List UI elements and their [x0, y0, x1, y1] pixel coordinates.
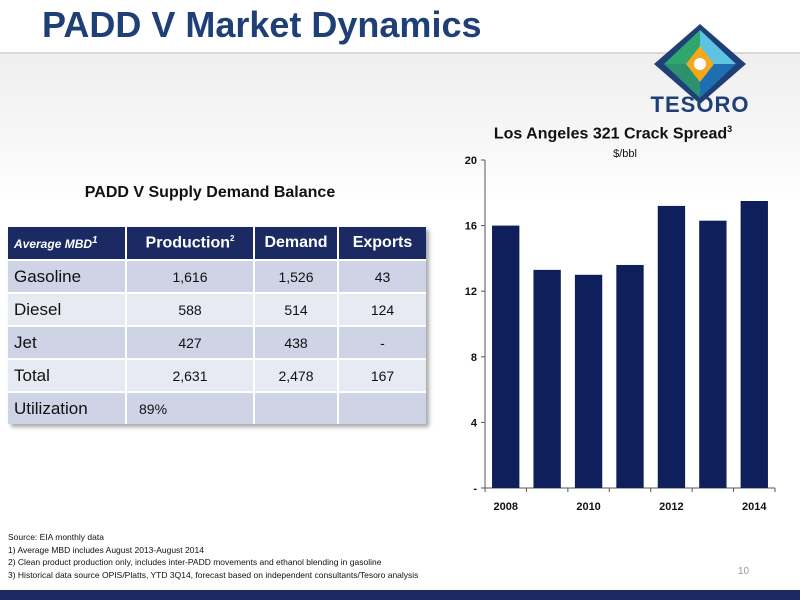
- footnote-source: Source: EIA monthly data: [8, 532, 104, 542]
- y-tick-label: 4: [471, 417, 478, 429]
- supply-demand-table: Average MBD1 Production2 Demand Exports …: [8, 227, 426, 424]
- bar-2009: [533, 269, 561, 488]
- y-tick-label: 16: [465, 221, 477, 233]
- header-demand: Demand: [254, 227, 339, 260]
- x-tick-label: 2010: [576, 501, 600, 513]
- utilization-cell: 89%: [126, 391, 255, 424]
- logo-wordmark: TESORO: [650, 92, 750, 117]
- row-label: Diesel: [8, 292, 127, 326]
- header-exports: Exports: [338, 227, 426, 260]
- background-band: [0, 54, 800, 204]
- table-header-row: Average MBD1 Production2 Demand Exports: [8, 227, 426, 260]
- table-row: Total 2,631 2,478 167: [8, 358, 426, 392]
- title-divider: [0, 52, 800, 54]
- footnote-1: 1) Average MBD includes August 2013-Augu…: [8, 544, 204, 555]
- production-cell: 427: [126, 325, 255, 359]
- demand-cell: 514: [254, 292, 339, 326]
- demand-cell: 1,526: [254, 259, 339, 293]
- page-number: 10: [738, 566, 750, 577]
- crack-spread-bar-chart: - 4 8 12 16 20 2008 2010 2012 2014: [465, 155, 776, 513]
- bar-2013: [699, 220, 727, 488]
- footnotes: Source: EIA monthly data 1) Average MBD …: [8, 531, 418, 581]
- bar-2011: [616, 264, 644, 488]
- footnote-2: 2) Clean product production only, includ…: [8, 557, 382, 567]
- y-tick-label: 8: [471, 352, 477, 364]
- y-tick-label: 12: [465, 286, 477, 298]
- slide-title: PADD V Market Dynamics: [42, 4, 482, 45]
- table-row: Gasoline 1,616 1,526 43: [8, 259, 426, 293]
- row-label: Total: [8, 358, 127, 392]
- bar-2014: [740, 201, 768, 488]
- table-row: Utilization 89%: [8, 391, 426, 424]
- footnote-3: 3) Historical data source OPIS/Platts, Y…: [8, 569, 419, 580]
- demand-cell: 2,478: [254, 358, 339, 392]
- x-tick-label: 2014: [742, 501, 767, 513]
- bar-2012: [657, 205, 686, 489]
- tesoro-logo-icon: [654, 24, 746, 104]
- exports-cell: -: [338, 325, 426, 359]
- row-label: Utilization: [8, 391, 127, 424]
- exports-cell: 124: [338, 292, 426, 326]
- x-tick-label: 2008: [493, 501, 517, 513]
- exports-cell: 43: [338, 259, 426, 293]
- x-tick-label: 2012: [659, 501, 683, 513]
- production-cell: 2,631: [126, 358, 255, 392]
- table-row: Jet 427 438 -: [8, 325, 426, 359]
- exports-cell: [338, 391, 426, 424]
- demand-cell: [254, 391, 339, 424]
- bar-2008: [492, 225, 520, 488]
- y-tick-label: -: [473, 483, 477, 495]
- production-cell: 588: [126, 292, 255, 326]
- table-title: PADD V Supply Demand Balance: [84, 184, 336, 201]
- y-tick-label: 20: [465, 155, 477, 167]
- production-cell: 1,616: [126, 259, 255, 293]
- bottom-bar: [0, 590, 800, 600]
- bar-2010: [574, 274, 603, 488]
- exports-cell: 167: [338, 358, 426, 392]
- demand-cell: 438: [254, 325, 339, 359]
- table-row: Diesel 588 514 124: [8, 292, 426, 326]
- header-average-mbd: Average MBD1: [8, 227, 127, 260]
- row-label: Jet: [8, 325, 127, 359]
- row-label: Gasoline: [8, 259, 127, 293]
- header-production: Production2: [126, 227, 255, 260]
- chart-title: Los Angeles 321 Crack Spread3: [493, 124, 733, 143]
- chart-unit-label: $/bbl: [613, 148, 637, 160]
